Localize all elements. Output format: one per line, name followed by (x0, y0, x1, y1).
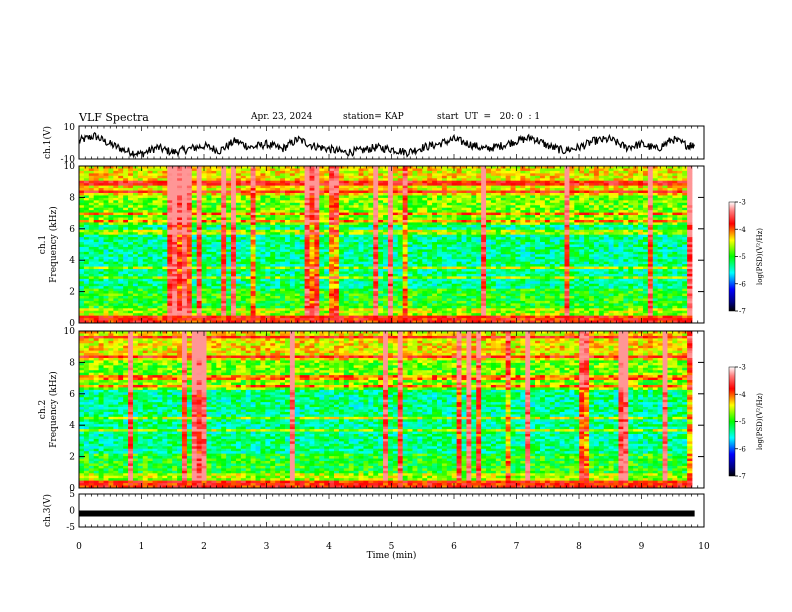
colorbar-ch1 (728, 201, 736, 312)
x-tick-label: 8 (576, 542, 582, 552)
colorbar-ch1-ticklabel: -3 (739, 199, 746, 207)
colorbar-ch2-ticklabel: -7 (739, 473, 746, 481)
waveform-ch1-ytick-top: 10 (64, 123, 76, 133)
spectrogram-ch2-ytick-label: 6 (69, 390, 75, 400)
spectrogram-ch1-ytick-label: 8 (69, 193, 75, 203)
x-tick-label: 1 (139, 542, 145, 552)
spectrogram-ch2-ylabel-freq: Frequency (kHz) (48, 371, 59, 448)
spectrogram-ch2-ylabel-channel: ch.2 (38, 400, 48, 419)
spectrogram-ch1-ytick-label: 10 (64, 162, 76, 172)
x-tick-label: 4 (326, 542, 332, 552)
spectrogram-ch1-ytick-label: 6 (69, 225, 75, 235)
x-tick-label: 2 (201, 542, 207, 552)
colorbar-ch1-ticklabel: -7 (739, 308, 746, 316)
station-label: station= KAP (343, 112, 404, 122)
spectrogram-ch1-ytick-label: 2 (69, 288, 75, 298)
spectrogram-ch2-ytick-label: 4 (69, 421, 75, 431)
spectrogram-ch1-ytick-label: 4 (69, 256, 75, 266)
spectrogram-ch1-ylabel-channel: ch.1 (38, 235, 48, 254)
colorbar-ch1-label: log(PSD)(V²/Hz) (756, 228, 764, 285)
x-tick-label: 0 (76, 542, 82, 552)
spectrogram-ch2-ytick-label: 10 (64, 327, 76, 337)
colorbar-ch2-ticklabel: -4 (739, 391, 746, 399)
waveform-ch3-ytick-label: 0 (69, 507, 75, 517)
colorbar-ch2 (728, 366, 736, 477)
figure-title: VLF Spectra (79, 111, 149, 124)
waveform-ch3-ylabel: ch.3(V) (42, 494, 53, 527)
spectrogram-ch1-ylabel-freq: Frequency (kHz) (48, 206, 59, 283)
spectrogram-ch2-image (79, 331, 693, 489)
x-tick-label: 5 (389, 542, 395, 552)
colorbar-ch1-ticklabel: -4 (739, 226, 746, 234)
spectrogram-ch1-ytick-label: 0 (69, 319, 75, 329)
waveform-ch3-ytick-label: 5 (69, 490, 75, 500)
x-tick-label: 9 (639, 542, 645, 552)
spectrogram-ch2-ytick-label: 8 (69, 358, 75, 368)
spectrogram-ch2-ytick-label: 0 (69, 484, 75, 494)
colorbar-ch1-ticklabel: -6 (739, 280, 746, 288)
x-tick-label: 10 (698, 542, 710, 552)
x-tick-label: 3 (264, 542, 270, 552)
colorbar-ch2-ticklabel: -3 (739, 364, 746, 372)
x-tick-label: 6 (451, 542, 457, 552)
start-time-label: start UT = 20: 0 : 1 (437, 112, 541, 122)
x-tick-label: 7 (514, 542, 520, 552)
spectrogram-ch2-ytick-label: 2 (69, 453, 75, 463)
colorbar-ch2-ticklabel: -6 (739, 445, 746, 453)
x-axis-label: Time (min) (367, 550, 417, 561)
spectrogram-ch1-image (79, 166, 693, 324)
colorbar-ch2-ticklabel: -5 (739, 418, 746, 426)
colorbar-ch2-label: log(PSD)(V²/Hz) (756, 393, 764, 450)
colorbar-ch1-ticklabel: -5 (739, 253, 746, 261)
waveform-ch3-ytick-label: -5 (66, 523, 75, 533)
waveform-ch1-ylabel: ch.1(V) (42, 126, 53, 159)
date-label: Apr. 23, 2024 (251, 112, 313, 122)
waveform-ch1-series (78, 131, 695, 159)
waveform-ch1-ytick-bottom: -10 (61, 155, 76, 165)
